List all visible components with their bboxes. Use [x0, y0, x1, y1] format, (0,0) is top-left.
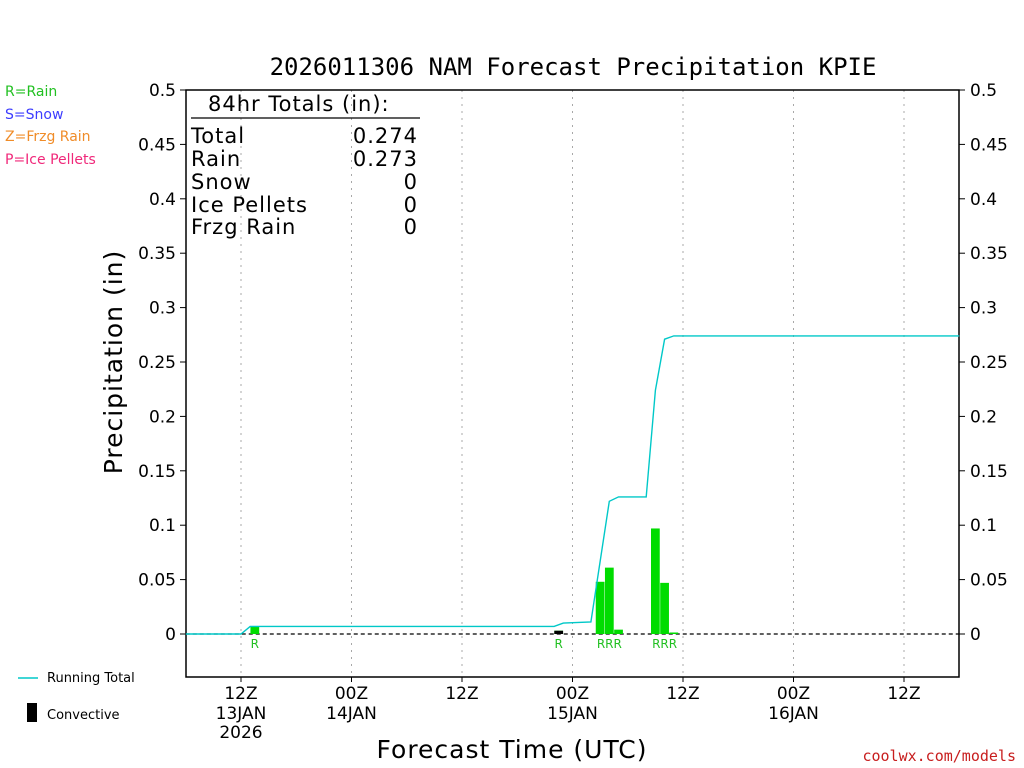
type-labels: R R RRR RRR: [251, 637, 677, 651]
x-tick-date: 13JAN: [216, 704, 267, 724]
convective-bar: [554, 630, 564, 634]
gridlines: [240, 90, 905, 677]
x-tick-date: 15JAN: [547, 704, 598, 724]
chart-title: 2026011306 NAM Forecast Precipitation KP…: [270, 53, 877, 81]
y-tick-label-left: 0.15: [138, 462, 176, 482]
precip-type-label: RRR: [652, 637, 677, 651]
convective-swatch: [27, 703, 37, 722]
y-tick-label-right: 0.1: [970, 516, 997, 536]
y-axis-title: Precipitation (in): [99, 250, 128, 475]
y-tick-label-right: 0: [970, 625, 981, 645]
precip-type-label: R: [251, 637, 259, 651]
x-tick-label: 12Z: [445, 684, 478, 704]
y-tick-label-left: 0.5: [149, 81, 176, 101]
totals-value-rain: 0.273: [353, 147, 418, 171]
y-tick-label-left: 0.1: [149, 516, 176, 536]
x-tick-label: 12Z: [887, 684, 920, 704]
totals-value-total: 0.274: [353, 124, 418, 148]
x-tick-date: 16JAN: [768, 704, 819, 724]
legend-snow: S=Snow: [5, 107, 63, 123]
totals-label-rain: Rain: [191, 147, 241, 171]
y-tick-label-right: 0.45: [970, 135, 1008, 155]
precip-bar: [604, 567, 614, 634]
convective-legend-label: Convective: [47, 708, 120, 723]
totals-label-snow: Snow: [191, 170, 252, 194]
y-tick-label-left: 0.4: [149, 190, 176, 210]
running-total-line: [185, 335, 960, 635]
y-tick-label-right: 0.15: [970, 462, 1008, 482]
y-tick-label-right: 0.4: [970, 190, 997, 210]
y-tick-label-right: 0.25: [970, 353, 1008, 373]
y-tick-label-left: 0.25: [138, 353, 176, 373]
x-tick-year: 2026: [219, 723, 262, 743]
x-tick-label: 12Z: [224, 684, 257, 704]
y-tick-label-left: 0.35: [138, 244, 176, 264]
precip-bar: [660, 582, 669, 634]
totals-value-snow: 0: [404, 170, 418, 194]
precip-type-label: R: [555, 637, 563, 651]
y-tick-label-right: 0.05: [970, 571, 1008, 591]
y-tick-label-right: 0.35: [970, 244, 1008, 264]
running-total-layer: [185, 335, 960, 635]
totals-label-total: Total: [190, 124, 245, 148]
credit-text: coolwx.com/models: [862, 747, 1016, 765]
precip-bar: [250, 626, 260, 634]
precip-bars: [250, 528, 679, 634]
y-tick-label-right: 0.2: [970, 407, 997, 427]
legend-ice-pellets: P=Ice Pellets: [5, 152, 96, 168]
type-legend: R=Rain S=Snow Z=Frzg Rain P=Ice Pellets: [5, 84, 96, 168]
y-tick-label-left: 0: [165, 625, 176, 645]
totals-heading: 84hr Totals (in):: [208, 92, 390, 116]
x-tick-label: 00Z: [556, 684, 589, 704]
totals-label-ice-pellets: Ice Pellets: [191, 193, 308, 217]
precip-type-label: RRR: [597, 637, 622, 651]
totals-box: 84hr Totals (in): Total 0.274 Rain 0.273…: [190, 92, 420, 239]
running-total-legend-label: Running Total: [47, 671, 135, 686]
y-tick-label-right: 0.5: [970, 81, 997, 101]
y-tick-label-right: 0.3: [970, 299, 997, 319]
precip-bar: [595, 581, 605, 634]
x-tick-label: 12Z: [666, 684, 699, 704]
y-tick-label-left: 0.3: [149, 299, 176, 319]
totals-value-frzg-rain: 0: [404, 215, 418, 239]
totals-value-ice-pellets: 0: [404, 193, 418, 217]
totals-label-frzg-rain: Frzg Rain: [191, 215, 296, 239]
x-tick-date: 14JAN: [326, 704, 377, 724]
precip-bar: [669, 632, 679, 634]
precip-bar: [614, 629, 623, 634]
y-tick-label-left: 0.45: [138, 135, 176, 155]
x-tick-label: 00Z: [777, 684, 810, 704]
legend-rain: R=Rain: [5, 84, 57, 100]
line-legend: Running Total Convective: [18, 671, 135, 723]
precip-bar: [651, 528, 660, 634]
y-tick-label-left: 0.05: [138, 571, 176, 591]
y-tick-label-left: 0.2: [149, 407, 176, 427]
legend-frzg-rain: Z=Frzg Rain: [5, 129, 91, 145]
x-tick-label: 00Z: [335, 684, 368, 704]
x-axis-title: Forecast Time (UTC): [377, 735, 648, 764]
